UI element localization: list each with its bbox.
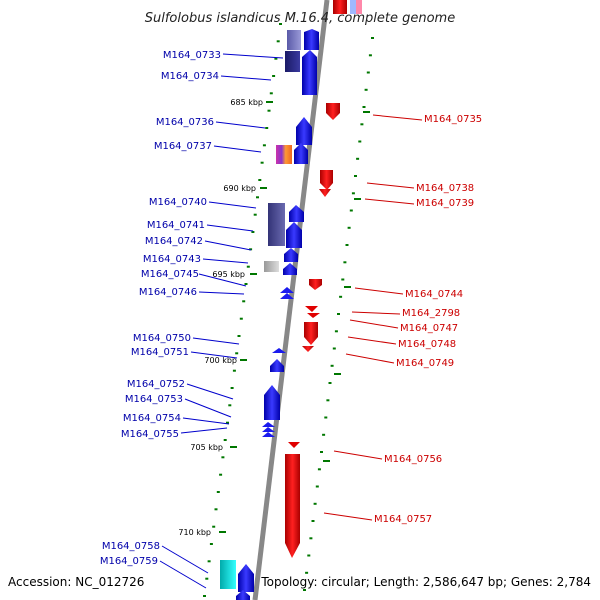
gene-label[interactable]: M164_0738: [416, 183, 474, 194]
gene-feature: [333, 0, 347, 14]
gene-feature: [289, 205, 304, 222]
gene-label[interactable]: M164_0749: [396, 358, 454, 369]
gene-feature: [220, 560, 236, 589]
gene-label[interactable]: M164_0754: [123, 413, 181, 424]
gene-feature: [280, 293, 294, 299]
gene-feature: [304, 29, 319, 50]
gene-feature: [285, 454, 300, 558]
gene-feature: [302, 50, 317, 95]
gene-feature: [302, 346, 314, 352]
gene-label[interactable]: M164_0745: [141, 269, 199, 280]
gene-feature: [320, 170, 333, 190]
genome-info: Topology: circular; Length: 2,586,647 bp…: [260, 575, 591, 589]
gene-label[interactable]: M164_0746: [139, 287, 197, 298]
gene-label[interactable]: M164_0747: [400, 323, 458, 334]
gene-feature: [304, 322, 318, 345]
gene-feature: [283, 263, 297, 275]
gene-label[interactable]: M164_0759: [100, 556, 158, 567]
gene-feature: [305, 306, 318, 312]
gene-feature: [264, 261, 279, 272]
gene-label[interactable]: M164_0740: [149, 197, 207, 208]
right-leader-lines: [323, 114, 423, 521]
gene-feature: [262, 422, 275, 427]
gene-label[interactable]: M164_0752: [127, 379, 185, 390]
accession-label: Accession: NC_012726: [8, 575, 144, 589]
gene-label[interactable]: M164_0743: [143, 254, 201, 265]
gene-feature: [264, 385, 280, 420]
scale-label: 705 kbp: [190, 443, 223, 452]
gene-feature: [309, 279, 322, 290]
gene-feature: [280, 287, 294, 293]
gene-label[interactable]: M164_0756: [384, 454, 442, 465]
gene-feature: [288, 442, 300, 448]
gene-feature: [262, 427, 275, 432]
tick-track: [203, 23, 374, 597]
right-gene-labels: M164_0735 M164_0738 M164_0739 M164_0744 …: [374, 114, 482, 525]
left-leader-lines: [159, 53, 284, 589]
gene-feature: [272, 348, 286, 353]
left-gene-labels: M164_0733 M164_0734 M164_0736 M164_0737 …: [100, 50, 221, 567]
gene-feature: [285, 51, 300, 72]
gene-label[interactable]: M164_0735: [424, 114, 482, 125]
gene-feature: [356, 0, 362, 14]
genome-backbone: [252, 0, 330, 600]
gene-label[interactable]: M164_0751: [131, 347, 189, 358]
gene-label[interactable]: M164_0753: [125, 394, 183, 405]
gene-feature: [270, 359, 284, 372]
scale-label: 710 kbp: [178, 528, 211, 537]
gene-feature: [284, 248, 298, 262]
gene-feature: [296, 117, 312, 145]
forward-features: [220, 29, 319, 600]
gene-label[interactable]: M164_0744: [405, 289, 463, 300]
gene-label[interactable]: M164_0742: [145, 236, 203, 247]
scale-label: 690 kbp: [223, 184, 256, 193]
gene-label[interactable]: M164_0748: [398, 339, 456, 350]
gene-label[interactable]: M164_2798: [402, 308, 460, 319]
gene-label[interactable]: M164_0739: [416, 198, 474, 209]
gene-feature: [319, 189, 331, 197]
gene-label[interactable]: M164_0758: [102, 541, 160, 552]
gene-feature: [262, 432, 275, 437]
gene-feature: [307, 313, 320, 318]
scale-label: 695 kbp: [212, 270, 245, 279]
gene-feature: [326, 103, 340, 120]
gene-feature: [268, 203, 285, 246]
gene-label[interactable]: M164_0736: [156, 117, 214, 128]
gene-feature: [236, 590, 250, 600]
gene-label[interactable]: M164_0757: [374, 514, 432, 525]
gene-feature: [286, 222, 302, 248]
gene-label[interactable]: M164_0733: [163, 50, 221, 61]
gene-label[interactable]: M164_0737: [154, 141, 212, 152]
scale-label: 685 kbp: [230, 98, 263, 107]
gene-label[interactable]: M164_0734: [161, 71, 219, 82]
scale-marks: [219, 101, 370, 533]
gene-feature: [294, 143, 308, 164]
gene-label[interactable]: M164_0741: [147, 220, 205, 231]
reverse-features: [285, 103, 340, 558]
gene-feature: [350, 0, 358, 14]
gene-label[interactable]: M164_0750: [133, 333, 191, 344]
gene-feature: [287, 30, 301, 50]
gene-label[interactable]: M164_0755: [121, 429, 179, 440]
gene-feature: [276, 145, 292, 164]
gene-feature: [238, 564, 254, 592]
map-title: Sulfolobus islandicus M.16.4, complete g…: [145, 11, 455, 26]
scale-label: 700 kbp: [204, 356, 237, 365]
